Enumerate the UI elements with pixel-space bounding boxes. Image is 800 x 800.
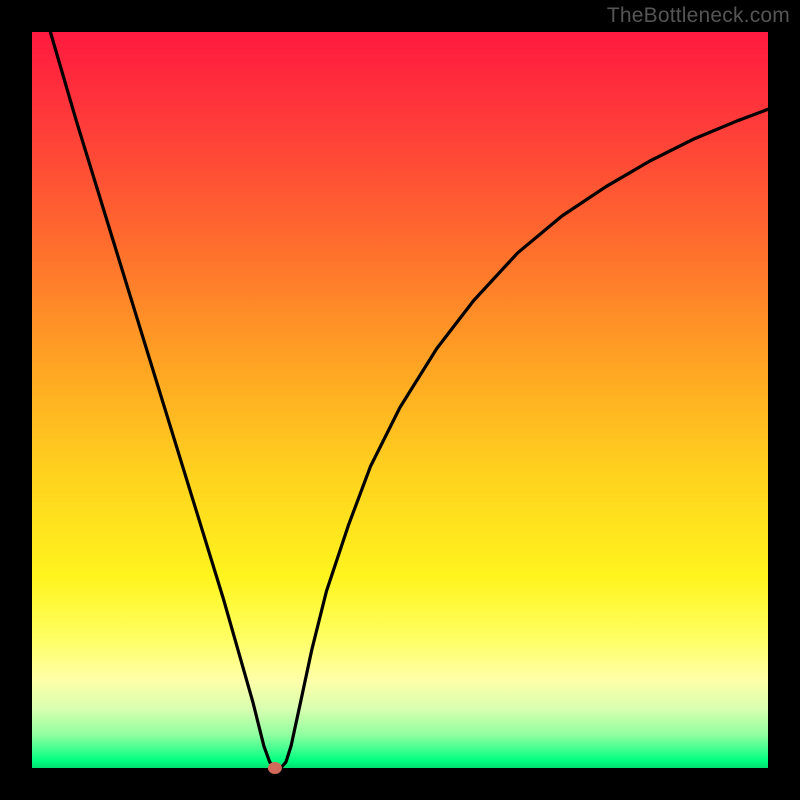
watermark-text: TheBottleneck.com [607, 4, 790, 28]
chart-svg [0, 0, 800, 800]
plot-background [32, 32, 768, 768]
minimum-marker [268, 762, 282, 774]
chart-container: TheBottleneck.com [0, 0, 800, 800]
